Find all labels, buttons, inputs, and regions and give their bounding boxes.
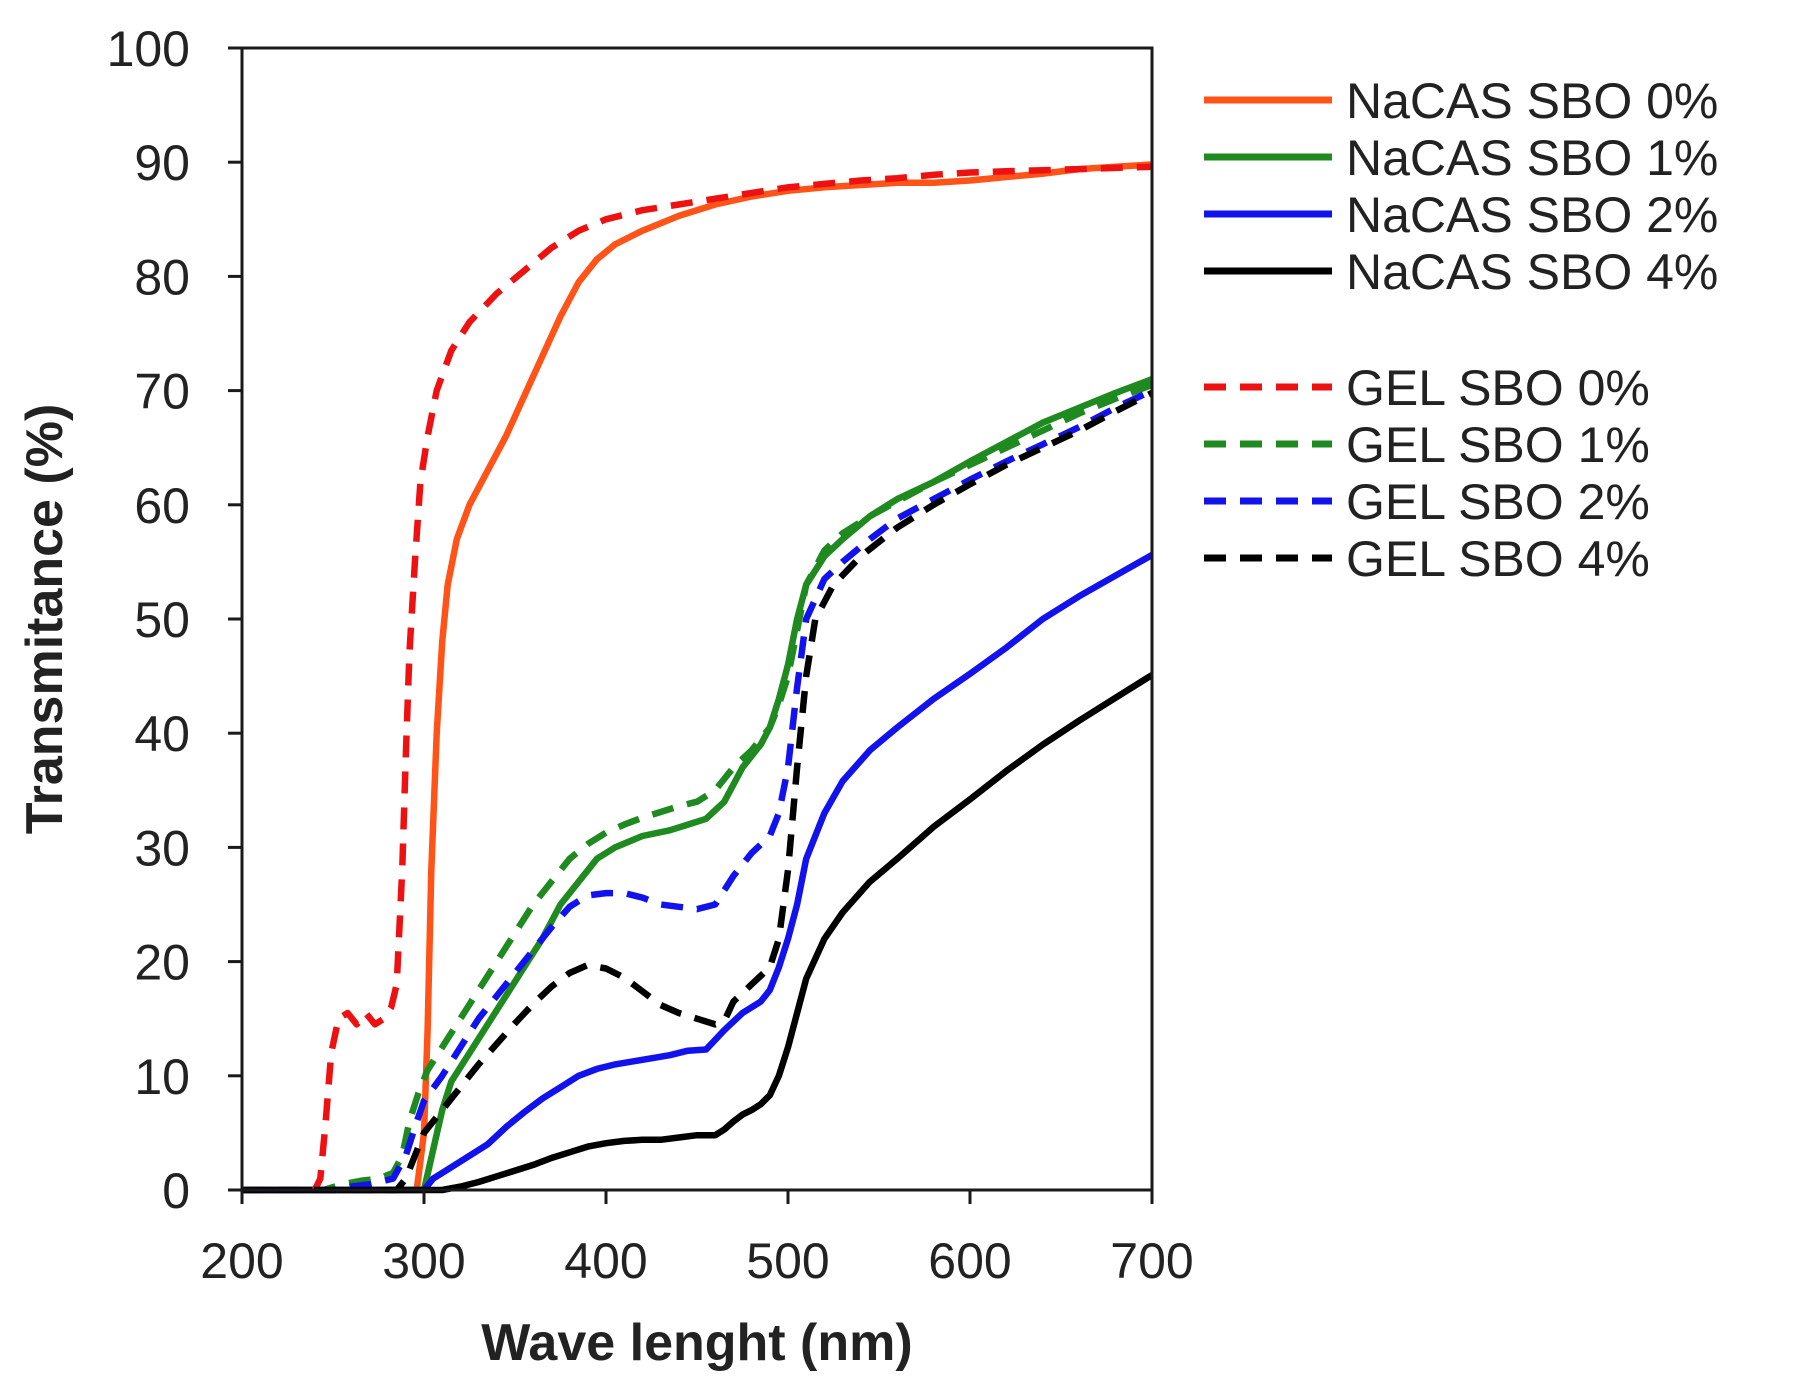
y-axis-title: Transmitance (%) — [16, 404, 74, 835]
x-tick-label: 700 — [1110, 1233, 1193, 1289]
legend-label-7: GEL SBO 4% — [1346, 531, 1650, 587]
y-tick-label: 60 — [134, 478, 190, 534]
y-tick-label: 90 — [134, 135, 190, 191]
y-tick-label: 30 — [134, 820, 190, 876]
tick-layer: 200 300 400 500 600 700 0 10 20 30 40 50 60 70 80 90 100 — [107, 21, 1194, 1289]
x-tick-label: 300 — [382, 1233, 465, 1289]
legend: NaCAS SBO 0%NaCAS SBO 1%NaCAS SBO 2%NaCA… — [1204, 73, 1718, 587]
series-layer — [242, 161, 1154, 1194]
x-tick-label: 500 — [746, 1233, 829, 1289]
y-tick-label: 80 — [134, 249, 190, 305]
series-line-1 — [242, 376, 1154, 1194]
x-tick-label: 400 — [564, 1233, 647, 1289]
x-tick-label: 200 — [200, 1233, 283, 1289]
y-tick-label: 50 — [134, 592, 190, 648]
y-tick-label: 20 — [134, 935, 190, 991]
y-tick-label: 70 — [134, 364, 190, 420]
y-tick-label: 10 — [134, 1049, 190, 1105]
legend-label-6: GEL SBO 2% — [1346, 474, 1650, 530]
legend-label-2: NaCAS SBO 2% — [1346, 187, 1718, 243]
series-line-4 — [242, 163, 1153, 1194]
legend-label-4: GEL SBO 0% — [1346, 360, 1650, 416]
series-line-3 — [242, 672, 1154, 1194]
x-axis-title: Wave lenght (nm) — [481, 1314, 912, 1372]
series-line-6 — [242, 387, 1154, 1194]
legend-label-0: NaCAS SBO 0% — [1346, 73, 1718, 129]
series-line-7 — [242, 389, 1154, 1194]
y-tick-label: 40 — [134, 706, 190, 762]
y-tick-label: 100 — [107, 21, 190, 77]
series-line-0 — [242, 161, 1153, 1194]
legend-label-3: NaCAS SBO 4% — [1346, 244, 1718, 300]
legend-label-5: GEL SBO 1% — [1346, 417, 1650, 473]
x-tick-label: 600 — [928, 1233, 1011, 1289]
y-tick-label: 0 — [162, 1163, 190, 1219]
legend-label-1: NaCAS SBO 1% — [1346, 130, 1718, 186]
series-line-2 — [242, 552, 1154, 1194]
